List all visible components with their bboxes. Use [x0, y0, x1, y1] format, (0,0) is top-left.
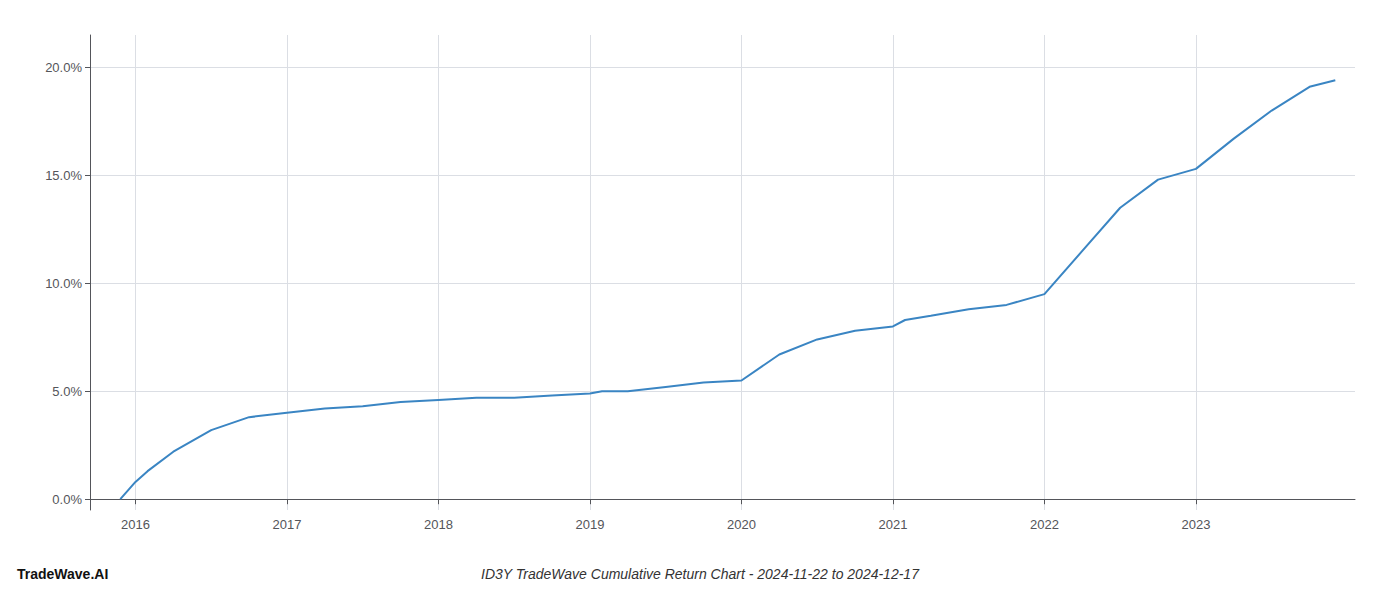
svg-text:10.0%: 10.0%: [45, 276, 82, 291]
svg-text:2020: 2020: [727, 517, 756, 532]
svg-text:ID3Y TradeWave Cumulative Retu: ID3Y TradeWave Cumulative Return Chart -…: [481, 566, 920, 582]
svg-text:2016: 2016: [121, 517, 150, 532]
svg-text:20.0%: 20.0%: [45, 60, 82, 75]
svg-text:2018: 2018: [424, 517, 453, 532]
svg-text:2019: 2019: [575, 517, 604, 532]
svg-text:2021: 2021: [878, 517, 907, 532]
svg-text:5.0%: 5.0%: [52, 384, 82, 399]
svg-text:TradeWave.AI: TradeWave.AI: [17, 566, 108, 582]
svg-text:2023: 2023: [1181, 517, 1210, 532]
svg-text:15.0%: 15.0%: [45, 168, 82, 183]
svg-text:0.0%: 0.0%: [52, 492, 82, 507]
svg-text:2022: 2022: [1030, 517, 1059, 532]
svg-text:2017: 2017: [272, 517, 301, 532]
